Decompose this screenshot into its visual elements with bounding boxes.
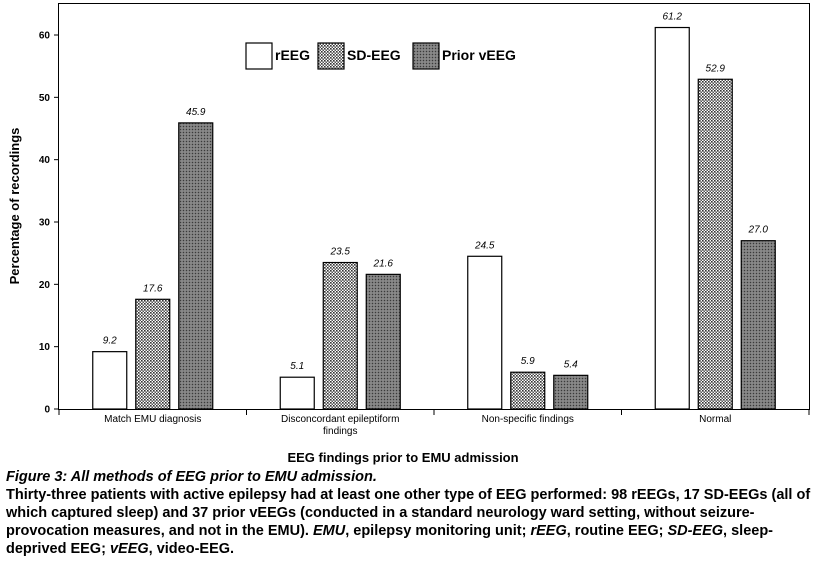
x-axis-label: EEG findings prior to EMU admission [287,450,518,465]
bar-value-label: 5.9 [521,356,535,367]
legend-label: SD-EEG [347,47,401,63]
bar [740,240,776,410]
def-veeg: , video-EEG. [148,541,235,557]
bar-value-label: 5.1 [290,361,304,372]
bar-chart: 0 10 20 30 40 50 60 Match EMU diagnosis Disconc… [7,3,810,465]
y-tick-label: 40 [39,155,51,166]
caption-body: Thirty-three patients with active epilep… [6,487,811,539]
bar-value-label: 21.6 [373,258,394,269]
bar [467,255,503,410]
bars [92,26,776,410]
bar-value-label: 17.6 [143,283,163,294]
x-axis: Match EMU diagnosis Disconcordant epilept… [58,409,810,437]
figure-caption: Figure 3: All methods of EEG prior to EM… [6,468,812,558]
bar [92,351,128,410]
y-tick-label: 50 [39,93,51,104]
x-category-label: Disconcordant epileptiform findings [281,414,399,437]
abbr-sdeeg: SD-EEG [667,523,724,539]
x-category-label: Normal [699,414,731,425]
bar [178,122,214,410]
bar [365,273,401,410]
value-labels: 9.2 5.1 24.5 61.2 17.6 23.5 5.9 52.9 45.9 21.6 5.4… [103,12,769,373]
bar [510,371,546,410]
bar [553,374,589,410]
bar-value-label: 5.4 [564,359,578,370]
bar-value-label: 24.5 [474,240,495,251]
def-reeg: , routine EEG; [566,523,668,539]
def-sdeeg: , sleep-deprived EEG; [6,523,774,557]
y-tick-label: 0 [44,405,50,416]
abbr-veeg: vEEG [109,541,149,557]
x-category-label: Match EMU diagnosis [104,414,201,425]
y-tick-label: 10 [39,342,51,353]
abbr-reeg: rEEG [530,523,567,539]
y-tick-label: 60 [39,31,51,42]
bar [654,26,690,410]
legend: rEEG SD-EEG Prior vEEG [245,42,516,70]
bar-value-label: 61.2 [663,12,683,23]
y-tick-label: 30 [39,218,51,229]
bar [697,78,733,410]
x-category-label: Non-specific findings [482,414,574,425]
y-axis-label: Percentage of recordings [7,128,22,285]
bar-value-label: 9.2 [103,336,117,347]
bar [322,261,358,410]
legend-label: rEEG [275,47,310,63]
bar [279,376,315,410]
legend-swatch [317,42,345,70]
y-tick-label: 20 [39,280,51,291]
legend-label: Prior vEEG [442,47,516,63]
legend-swatch [412,42,440,70]
caption-title: Figure 3: All methods of EEG prior to EM… [6,469,377,485]
def-emu: , epilepsy monitoring unit; [345,523,531,539]
bar [135,298,171,410]
bar-value-label: 23.5 [330,247,351,258]
bar-value-label: 27.0 [748,225,769,236]
y-axis: 0 10 20 30 40 50 60 [39,31,59,416]
legend-swatch [245,42,273,70]
abbr-emu: EMU [312,523,346,539]
bar-value-label: 45.9 [186,107,206,118]
bar-value-label: 52.9 [706,63,726,74]
